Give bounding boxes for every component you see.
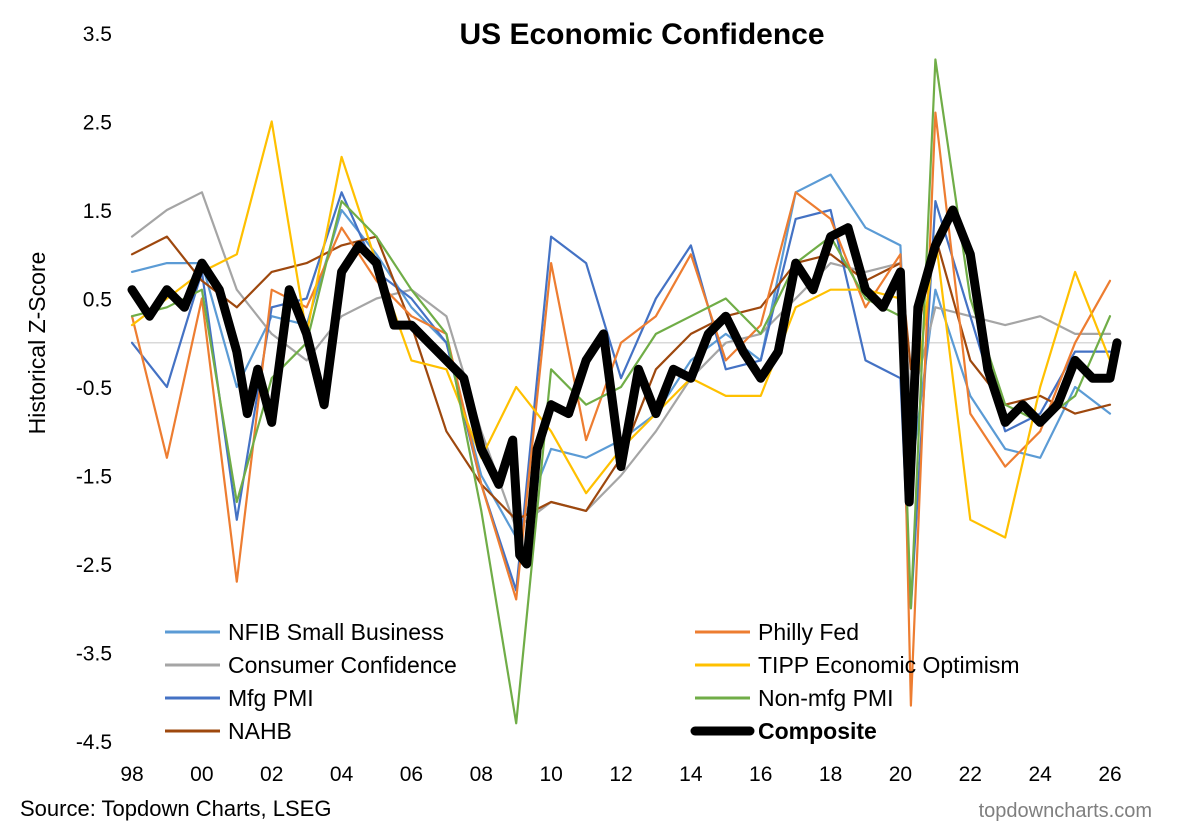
legend-label-non-mfg-pmi: Non-mfg PMI <box>758 685 893 711</box>
x-tick-label: 14 <box>679 763 703 786</box>
x-tick-label: 06 <box>400 763 423 786</box>
x-tick-label: 22 <box>959 763 982 786</box>
brand-watermark: topdowncharts.com <box>978 800 1152 822</box>
x-tick-label: 10 <box>539 763 562 786</box>
series-lines <box>127 58 1122 725</box>
x-tick-label: 08 <box>470 763 493 786</box>
legend-label-composite: Composite <box>758 718 877 744</box>
legend-label-philly-fed: Philly Fed <box>758 619 859 645</box>
source-note: Source: Topdown Charts, LSEG <box>20 796 332 821</box>
y-tick-label: 2.5 <box>83 112 112 135</box>
y-tick-label: 3.5 <box>83 23 112 46</box>
y-axis-label: Historical Z-Score <box>24 252 50 435</box>
series-line-nahb <box>130 235 1112 521</box>
legend-label-nahb: NAHB <box>228 718 292 744</box>
y-tick-label: -4.5 <box>76 731 112 754</box>
y-tick-label: -3.5 <box>76 643 112 666</box>
x-tick-label: 24 <box>1028 763 1052 786</box>
x-tick-label: 16 <box>749 763 772 786</box>
y-tick-label: 1.5 <box>83 200 112 223</box>
x-tick-label: 20 <box>889 763 912 786</box>
y-tick-label: -1.5 <box>76 466 112 489</box>
series-line-consumer-confidence <box>130 191 1112 530</box>
x-tick-label: 26 <box>1098 763 1121 786</box>
y-tick-label: -0.5 <box>76 377 112 400</box>
legend-label-consumer-confidence: Consumer Confidence <box>228 652 457 678</box>
series-line-composite <box>127 205 1122 569</box>
x-tick-label: 98 <box>120 763 143 786</box>
x-tick-label: 18 <box>819 763 842 786</box>
legend: NFIB Small Business Consumer Confidence Mf… <box>165 619 1020 744</box>
series-line-non-mfg-pmi <box>130 58 1112 725</box>
y-tick-label: 0.5 <box>83 289 112 312</box>
x-tick-label: 00 <box>190 763 213 786</box>
line-chart: US Economic Confidence Historical Z-Scor… <box>24 18 1122 786</box>
legend-label-tipp-economic-optimism: TIPP Economic Optimism <box>758 652 1020 678</box>
y-tick-label: -2.5 <box>76 554 112 577</box>
series-line-philly-fed <box>130 111 1112 707</box>
legend-label-nfib-small-business: NFIB Small Business <box>228 619 444 645</box>
x-tick-label: 02 <box>260 763 283 786</box>
y-tick-labels: 3.5 2.5 1.5 0.5 -0.5 -1.5 -2.5 -3.5 -4.5 <box>76 23 112 754</box>
legend-label-mfg-pmi: Mfg PMI <box>228 685 314 711</box>
x-tick-label: 04 <box>330 763 354 786</box>
series-line-tipp-economic-optimism <box>130 120 1112 539</box>
x-tick-labels: 98 00 02 04 06 08 10 12 14 16 18 20 22 24 26 <box>120 763 1121 786</box>
chart-title: US Economic Confidence <box>459 18 824 51</box>
x-tick-label: 12 <box>609 763 632 786</box>
